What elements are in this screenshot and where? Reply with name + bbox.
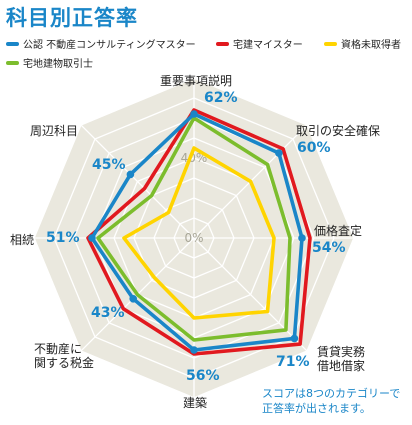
legend-label: 資格未取得者 [341,40,401,51]
legend-item-consulting-master: 公認 不動産コンサルティングマスター [6,36,196,51]
category-label: 取引の安全確保 [296,124,381,138]
chart-title: 科目別正答率 [6,6,138,30]
data-point [190,346,198,354]
series-line [86,108,312,356]
category-percent-label: 60% [297,140,331,156]
data-point [290,334,299,343]
data-point [275,149,283,157]
category-label: 価格査定 [314,224,363,238]
data-point [129,295,137,303]
category-label: 不動産に 関する税金 [34,342,95,370]
category-percent-label: 43% [91,305,125,321]
footnote: スコアは8つのカテゴリーで 正答率が出されます。 [262,387,401,415]
category-label: 重要事項説明 [160,74,233,88]
radar-spoke [193,237,308,352]
legend-label: 公認 不動産コンサルティングマスター [23,40,196,51]
legend-swatch [216,41,229,46]
legend-label: 宅建マイスター [233,40,303,51]
legend-item-takken-meister: 宅建マイスター [216,36,303,51]
category-percent-label: 54% [312,240,346,256]
data-point [190,110,198,118]
legend-label: 宅地建物取引士 [23,59,93,70]
series-line [96,116,292,342]
axis-tick-label: 0% [184,231,203,245]
legend-swatch [6,41,19,46]
category-percent-label: 56% [186,368,220,384]
legend-item-unqualified: 資格未取得者 [324,36,401,51]
category-percent-label: 71% [276,354,310,370]
category-label: 建築 [183,396,208,410]
legend-item-takken-shi: 宅地建物取引士 [6,55,93,70]
category-percent-label: 62% [204,90,238,106]
series-line [122,146,276,320]
data-point [88,234,96,242]
legend-swatch [6,60,19,65]
category-percent-label: 51% [46,230,80,246]
category-label: 相続 [10,233,35,247]
category-label: 周辺科目 [30,124,79,138]
legend-swatch [324,41,337,46]
category-percent-label: 45% [92,157,126,173]
data-point [126,170,135,179]
data-point [298,234,306,242]
radar-spoke [80,124,195,239]
category-label: 賃貸実務 借地借家 [317,345,366,373]
